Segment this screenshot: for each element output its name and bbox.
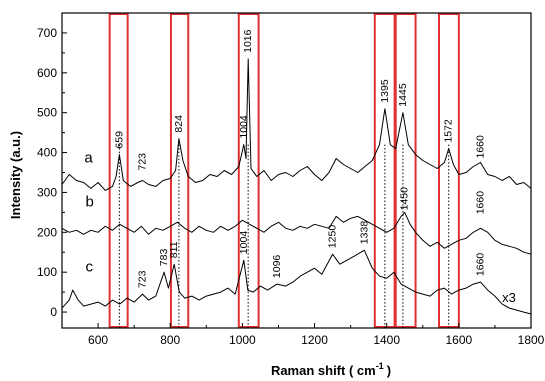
scale-annotation: x3 [502, 290, 516, 305]
annotations: x3 [502, 290, 516, 305]
spectra-lines [61, 58, 532, 315]
peak-label-1338: 1338 [358, 221, 370, 245]
series-line-a [61, 58, 532, 191]
y-axis-title: Intensity (a.u.) [8, 131, 23, 219]
x-tick-label: 1400 [373, 333, 400, 347]
x-axis-title-close: ) [387, 363, 391, 378]
x-tick-label: 1600 [445, 333, 472, 347]
series-label-a: a [84, 150, 93, 167]
peak-label-1004: 1004 [238, 231, 250, 255]
peak-label-1660: 1660 [475, 191, 487, 215]
peak-label-1004: 1004 [238, 115, 250, 139]
highlight-bands [108, 13, 460, 328]
peak-label-1660: 1660 [475, 135, 487, 159]
peak-label-824: 824 [173, 115, 185, 133]
peak-label-1250: 1250 [327, 225, 339, 249]
highlight-band [394, 13, 417, 328]
y-tick-label: 0 [50, 305, 57, 319]
x-tick-label: 600 [88, 333, 108, 347]
peak-label-1445: 1445 [397, 83, 409, 107]
x-axis-title-superscript: -1 [376, 361, 384, 371]
peak-label-1395: 1395 [379, 79, 391, 103]
series-line-c [61, 249, 532, 315]
peak-label-783: 783 [158, 249, 170, 267]
y-tick-label: 600 [37, 66, 57, 80]
peak-label-723: 723 [137, 153, 149, 171]
highlight-band [108, 13, 129, 328]
peak-labels: 659 723 824 1004 1016 1395 1445 1572 1660 1450 166… [113, 29, 486, 288]
x-tick-label: 1800 [518, 333, 545, 347]
highlight-band [237, 13, 260, 328]
dotted-guide-lines [118, 144, 450, 328]
peak-label-1096: 1096 [271, 255, 283, 279]
y-tick-label: 200 [37, 225, 57, 239]
series-line-b [61, 211, 532, 255]
y-tick-label: 300 [37, 185, 57, 199]
y-tick-label: 400 [37, 146, 57, 160]
series-label-c: c [85, 258, 93, 275]
series-label-b: b [85, 193, 93, 210]
peak-label-1450: 1450 [399, 187, 411, 211]
peak-label-1572: 1572 [443, 119, 455, 143]
x-axis: 600 800 1000 1200 1400 1600 1800 [61, 323, 545, 347]
x-tick-label: 800 [160, 333, 180, 347]
peak-label-811: 811 [168, 241, 180, 258]
y-tick-label: 700 [37, 26, 57, 40]
plot-frame [61, 12, 532, 329]
peak-label-723: 723 [137, 270, 149, 288]
peak-label-1016: 1016 [242, 29, 254, 53]
highlight-band [169, 13, 190, 328]
y-tick-label: 100 [37, 265, 57, 279]
y-tick-label: 500 [37, 106, 57, 120]
x-tick-label: 1000 [229, 333, 256, 347]
x-axis-title-main: Raman shift ( cm [271, 363, 376, 378]
peak-label-659: 659 [113, 131, 125, 149]
x-axis-title: Raman shift ( cm-1) [271, 361, 391, 378]
peak-label-1660: 1660 [475, 253, 487, 277]
y-axis: 0 100 200 300 400 500 600 700 [37, 26, 67, 319]
x-tick-label: 1200 [301, 333, 328, 347]
series-labels: a b c [84, 150, 93, 276]
